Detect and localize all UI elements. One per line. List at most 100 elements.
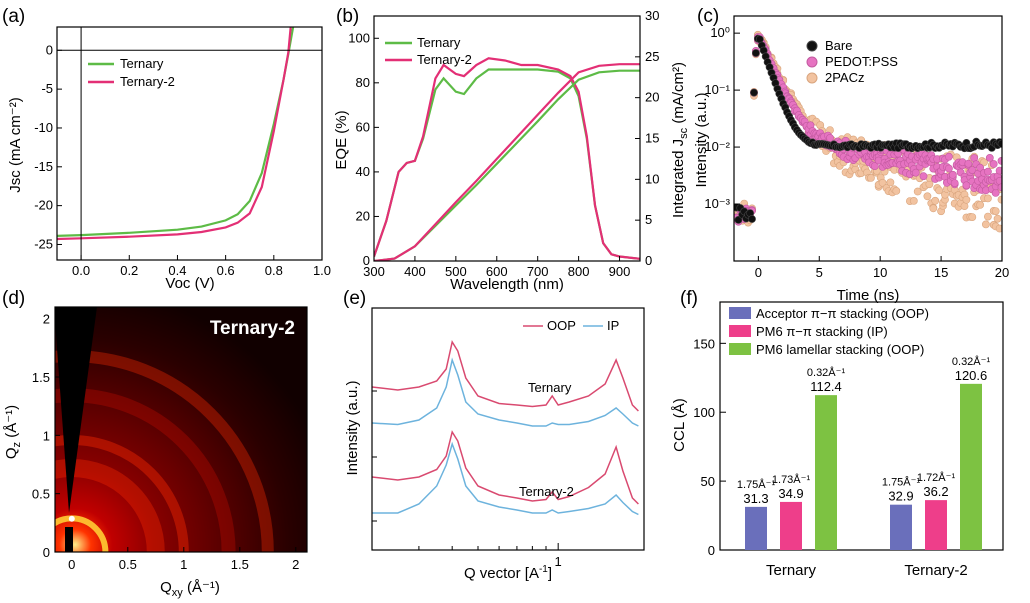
panel-f-value-label: 36.2 bbox=[923, 484, 948, 499]
panel-e-series-4 bbox=[372, 441, 639, 516]
panel-c-point bbox=[929, 204, 938, 213]
panel-f-bar bbox=[960, 383, 982, 550]
panel-f-bar bbox=[745, 506, 767, 550]
panel-a-xtick-label: 1.0 bbox=[313, 263, 331, 278]
panel-c-xtick-label: 20 bbox=[995, 265, 1009, 280]
panel-c-point bbox=[968, 166, 977, 174]
panel-e-tag: (e) bbox=[343, 288, 366, 309]
panel-d-xtick-label: 0.5 bbox=[119, 557, 137, 572]
panel-c-point bbox=[995, 166, 1002, 175]
panel-b-y2label: Integrated Jsc (mA/cm²) bbox=[670, 62, 690, 218]
panel-f-category-1: Ternary bbox=[766, 562, 817, 579]
panel-d-xtick-label: 0 bbox=[68, 557, 75, 572]
panel-a-ytick-label: -10 bbox=[34, 120, 53, 135]
panel-f-ylabel: CCL (Å) bbox=[671, 398, 688, 452]
panel-d-ytick-label: 2 bbox=[43, 312, 50, 327]
panel-c-point bbox=[985, 153, 994, 162]
panel-a-tag: (a) bbox=[2, 6, 25, 27]
panel-f-frame bbox=[719, 301, 1004, 551]
panel-b-legend-1: Ternary bbox=[417, 35, 461, 50]
panel-c-point bbox=[964, 159, 973, 168]
panel-b-xtick-label: 500 bbox=[445, 264, 467, 279]
panel-b-legend-2: Ternary-2 bbox=[417, 52, 472, 67]
panel-f-peak-label: 0.32Å⁻¹ bbox=[952, 355, 991, 368]
panel-e-series-1 bbox=[372, 340, 639, 412]
panel-c-point bbox=[734, 215, 743, 224]
panel-c-point bbox=[982, 220, 990, 229]
panel-a: 0.0 0.2 0.4 0.6 0.8 1.0 0 -5 -10 -15 -20 -25 Voc (… bbox=[7, 26, 331, 292]
panel-c-point bbox=[984, 194, 992, 203]
panel-e-frame bbox=[371, 307, 645, 551]
panel-b-ytick-label: 60 bbox=[356, 119, 370, 134]
panel-f-peak-label: 1.73Å⁻¹ bbox=[772, 473, 811, 486]
panel-b-y2tick-label: 30 bbox=[645, 8, 659, 23]
panel-d-ytick-label: 0 bbox=[43, 545, 50, 560]
panel-c-ytick-label: 10⁻¹ bbox=[704, 82, 730, 97]
panel-d-title: Ternary-2 bbox=[210, 318, 295, 339]
panel-f-legend-swatch-1 bbox=[729, 307, 751, 319]
panel-a-ytick-label: -5 bbox=[41, 81, 53, 96]
panel-f-legend-swatch-3 bbox=[729, 343, 751, 355]
panel-c-point bbox=[991, 188, 1000, 197]
panel-c-point bbox=[923, 192, 932, 201]
panel-a-ytick-label: -20 bbox=[34, 198, 53, 213]
panel-c-point bbox=[750, 88, 758, 97]
panel-e-xtick-label: 1 bbox=[555, 554, 562, 569]
panel-d-xtick-label: 1 bbox=[180, 557, 187, 572]
panel-c-legend-2: PEDOT:PSS bbox=[825, 54, 898, 69]
panel-e-series-3 bbox=[372, 430, 639, 505]
panel-f-peak-label: 1.72Å⁻¹ bbox=[917, 471, 956, 484]
panel-c-point bbox=[909, 196, 918, 205]
panel-c-point bbox=[980, 158, 988, 167]
panel-b-xtick-label: 700 bbox=[527, 264, 549, 279]
panel-f-tag: (f) bbox=[680, 288, 698, 309]
panel-c-point bbox=[968, 213, 977, 221]
panel-a-xtick-label: 0.2 bbox=[120, 263, 138, 278]
panel-f-bar bbox=[925, 500, 947, 550]
panel-c-point bbox=[931, 196, 940, 205]
panel-c: 0 5 10 15 20 10⁻³ 10⁻² 10⁻¹ 10⁰ Time (ns) Inten… bbox=[693, 15, 1009, 304]
panel-b-series-2 bbox=[374, 57, 640, 260]
panel-c-point bbox=[826, 133, 834, 142]
panel-c-ytick-label: 10⁰ bbox=[710, 25, 730, 40]
panel-d: Ternary-2 0 0.5 1 1.5 2 00.511.52 Qxy (Å⁻¹) … bbox=[3, 306, 308, 599]
panel-d-heatmap bbox=[55, 307, 307, 552]
panel-c-point bbox=[748, 215, 756, 223]
panel-b-y2tick-label: 0 bbox=[645, 253, 652, 268]
panel-c-point bbox=[962, 195, 971, 204]
panel-b-y2tick-label: 10 bbox=[645, 171, 659, 186]
panel-c-point bbox=[892, 186, 901, 195]
panel-b-ytick-label: 0 bbox=[363, 253, 370, 268]
panel-c-point bbox=[948, 170, 957, 179]
panel-b-tag: (b) bbox=[336, 6, 359, 27]
panel-f-ytick-label: 100 bbox=[693, 405, 715, 420]
panel-a-series-2 bbox=[57, 27, 292, 241]
panel-b-ylabel: EQE (%) bbox=[333, 110, 350, 169]
panel-b-y2tick-label: 25 bbox=[645, 49, 659, 64]
panel-c-point bbox=[867, 173, 875, 182]
panel-b-y2tick-label: 20 bbox=[645, 90, 659, 105]
panel-c-point bbox=[950, 179, 959, 187]
panel-d-xtick-label: 1.5 bbox=[231, 557, 249, 572]
panel-c-point bbox=[989, 160, 998, 168]
panel-b-y2tick-label: 15 bbox=[645, 131, 659, 146]
panel-f-ytick-label: 150 bbox=[693, 336, 715, 351]
panel-c-legend-marker-1 bbox=[806, 40, 818, 52]
panel-f-legend-3: PM6 lamellar stacking (OOP) bbox=[756, 342, 924, 357]
panel-c-ytick-label: 10⁻² bbox=[704, 139, 730, 154]
panel-c-point bbox=[945, 164, 953, 173]
panel-b-xtick-label: 900 bbox=[609, 264, 631, 279]
panel-c-point bbox=[913, 187, 922, 196]
panel-f-value-label: 31.3 bbox=[743, 491, 768, 506]
panel-c-xtick-label: 5 bbox=[816, 265, 823, 280]
panel-d-beamstop-wedge bbox=[55, 307, 97, 513]
panel-e-annotation-ternary: Ternary bbox=[528, 380, 572, 395]
panel-c-legend-marker-2 bbox=[806, 56, 818, 68]
panel-c-point bbox=[911, 168, 920, 177]
panel-a-xtick-label: 0.4 bbox=[168, 263, 186, 278]
panel-c-frame bbox=[733, 15, 1003, 262]
panel-c-series-1 bbox=[734, 34, 1002, 224]
panel-d-xtick-label: 2 bbox=[292, 557, 299, 572]
panel-d-frame bbox=[54, 306, 308, 553]
